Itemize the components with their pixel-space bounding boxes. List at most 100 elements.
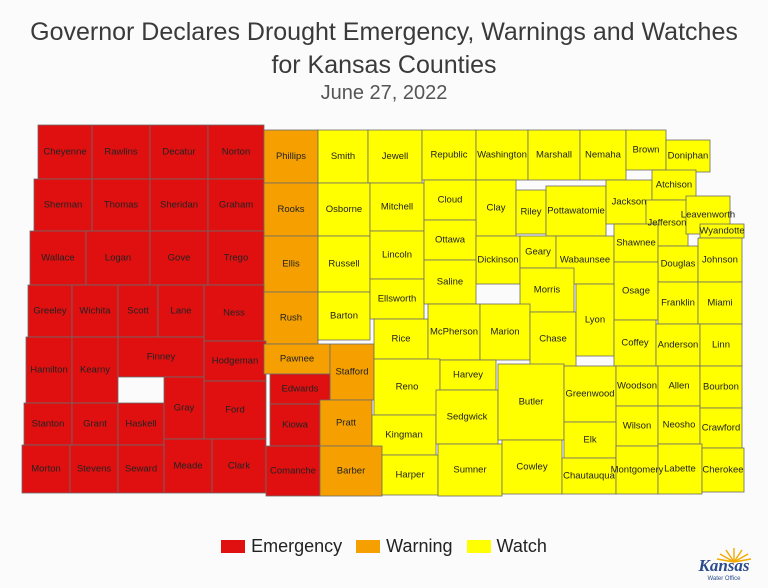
county-allen [657,365,701,407]
county-label-chase: Chase [539,334,566,345]
county-label-allen: Allen [668,381,689,392]
county-russell [317,235,371,293]
county-hodgeman [203,340,267,382]
county-label-wallace: Wallace [41,253,74,264]
county-label-jefferson: Jefferson [648,218,687,229]
county-ellis [263,235,319,293]
legend-emergency: Emergency [221,536,342,557]
county-nemaha [579,129,627,181]
county-label-norton: Norton [222,147,251,158]
county-rice [373,318,429,360]
county-franklin [657,281,699,325]
map-title: Governor Declares Drought Emergency, War… [30,18,738,46]
legend-warning-label: Warning [386,536,453,556]
map-date: June 27, 2022 [320,82,448,104]
county-label-mcpherson: McPherson [430,327,478,338]
county-label-wilson: Wilson [623,421,652,432]
county-label-johnson: Johnson [702,255,738,266]
county-label-greeley: Greeley [33,306,67,317]
county-label-dickinson: Dickinson [477,255,518,266]
county-label-jackson: Jackson [612,197,647,208]
legend-watch-label: Watch [496,536,547,556]
county-brown [625,129,667,171]
county-label-stafford: Stafford [335,367,368,378]
county-morton [21,444,71,494]
map-title-line2: for Kansas Counties [271,51,497,79]
county-label-kiowa: Kiowa [282,420,309,431]
county-label-wyandotte: Wyandotte [699,226,744,237]
county-label-geary: Geary [525,247,551,258]
county-label-sumner: Sumner [453,465,486,476]
county-bourbon [699,365,743,409]
county-graham [207,178,265,232]
county-label-ellsworth: Ellsworth [378,294,417,305]
county-osage [613,261,659,321]
county-label-ford: Ford [225,405,245,416]
county-label-elk: Elk [583,435,596,446]
county-stanton [23,402,73,446]
county-kiowa [269,403,321,447]
county-label-grant: Grant [83,419,107,430]
county-label-crawford: Crawford [702,423,741,434]
county-label-anderson: Anderson [658,340,699,351]
county-label-reno: Reno [396,382,419,393]
county-label-pratt: Pratt [336,418,356,429]
county-label-phillips: Phillips [276,151,306,162]
county-label-rawlins: Rawlins [104,147,138,158]
sunburst-icon [716,548,752,563]
county-label-doniphan: Doniphan [668,151,709,162]
county-harper [381,454,439,496]
county-label-finney: Finney [147,352,176,363]
county-label-riley: Riley [520,207,541,218]
county-label-osborne: Osborne [326,204,362,215]
county-label-decatur: Decatur [162,147,195,158]
legend: Emergency Warning Watch [0,536,768,557]
county-label-stevens: Stevens [77,464,112,475]
county-label-butler: Butler [519,397,544,408]
county-cowley [501,439,563,495]
county-label-franklin: Franklin [661,298,695,309]
county-doniphan [665,139,711,173]
county-label-saline: Saline [437,277,463,288]
county-decatur [149,124,209,180]
county-clark [211,438,267,494]
legend-emergency-label: Emergency [251,536,343,556]
county-label-shawnee: Shawnee [616,238,656,249]
county-label-harvey: Harvey [453,370,483,381]
kansas-water-office-logo: Kansas Water Office [688,544,760,584]
county-label-logan: Logan [105,253,131,264]
county-label-atchison: Atchison [656,180,692,191]
county-rooks [263,182,319,237]
county-label-pawnee: Pawnee [280,354,314,365]
county-label-rush: Rush [280,313,302,324]
county-finney [117,336,205,378]
county-label-edwards: Edwards [282,384,319,395]
county-label-thomas: Thomas [104,200,139,211]
county-cherokee [701,447,745,493]
county-label-clark: Clark [228,461,250,472]
county-label-morton: Morton [31,464,61,475]
county-miami [697,281,743,325]
county-edwards [269,373,331,405]
county-label-marion: Marion [490,327,519,338]
county-marion [479,303,531,361]
county-label-gray: Gray [174,403,195,414]
county-chautauqua [561,457,617,495]
county-label-rooks: Rooks [278,204,305,215]
county-atchison [651,169,697,201]
county-label-comanche: Comanche [270,466,316,477]
county-label-barton: Barton [330,311,358,322]
county-label-lincoln: Lincoln [382,250,412,261]
county-ottawa [423,219,477,261]
legend-warning-swatch [356,540,381,553]
county-label-leavenworth: Leavenworth [681,210,735,221]
county-label-linn: Linn [712,340,730,351]
county-kearny [71,336,119,404]
county-coffey [613,319,657,367]
county-mcpherson [427,303,481,361]
county-label-woodson: Woodson [617,381,657,392]
county-label-kingman: Kingman [385,430,423,441]
county-label-rice: Rice [391,334,410,345]
county-label-greenwood: Greenwood [565,389,614,400]
county-label-mitchell: Mitchell [381,202,413,213]
